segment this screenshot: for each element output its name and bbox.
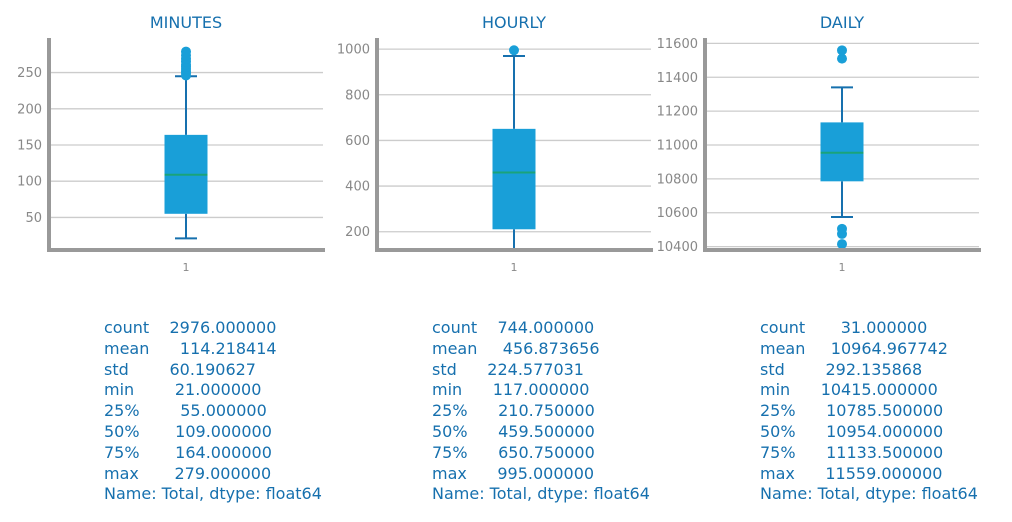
y-tick-label: 11000 (657, 139, 698, 154)
outlier-point (837, 53, 847, 64)
y-tick-label: 11600 (657, 37, 698, 52)
x-tick-label: 1 (839, 261, 846, 274)
y-tick-label: 11200 (657, 105, 698, 120)
y-tick-label: 10600 (657, 206, 698, 221)
chart-title-daily: DAILY (820, 13, 864, 32)
chart-daily: 10400 10600 10800 11000 11200 11400 11600 1 DAIL… (657, 13, 981, 274)
y-tick-label: 1000 (337, 43, 370, 58)
y-tick-label: 11400 (657, 71, 698, 86)
chart-minutes: 50 100 150 200 250 1 MINUTES (17, 13, 325, 274)
stats-summary-daily: count 31.000000 mean 10964.967742 std 29… (760, 318, 978, 504)
outlier-point (181, 46, 191, 57)
y-tick-label: 250 (17, 66, 42, 81)
y-tick-label: 200 (17, 102, 42, 117)
chart-title-minutes: MINUTES (150, 13, 222, 32)
x-tick-label: 1 (511, 261, 518, 274)
box-plot-panels: 50 100 150 200 250 1 MINUTES 200 400 600 800 1000 1 H… (17, 13, 981, 274)
stats-summary-hourly: count 744.000000 mean 456.873656 std 224… (432, 318, 650, 504)
outlier-point (837, 223, 847, 234)
y-tick-label: 150 (17, 139, 42, 154)
y-tick-label: 50 (25, 211, 42, 226)
y-tick-label: 10400 (657, 240, 698, 255)
y-tick-label: 400 (345, 180, 370, 195)
outlier-point (837, 239, 847, 250)
y-tick-label: 800 (345, 88, 370, 103)
stats-summary-minutes: count 2976.000000 mean 114.218414 std 60… (104, 318, 322, 504)
x-tick-label: 1 (183, 261, 190, 274)
y-tick-label: 200 (345, 225, 370, 240)
outlier-point (509, 45, 519, 56)
chart-title-hourly: HOURLY (482, 13, 546, 32)
iqr-box (492, 128, 536, 230)
y-tick-label: 100 (17, 175, 42, 190)
y-tick-label: 10800 (657, 172, 698, 187)
chart-hourly: 200 400 600 800 1000 1 HOURLY (337, 13, 653, 274)
y-tick-label: 600 (345, 134, 370, 149)
outlier-point (837, 45, 847, 56)
